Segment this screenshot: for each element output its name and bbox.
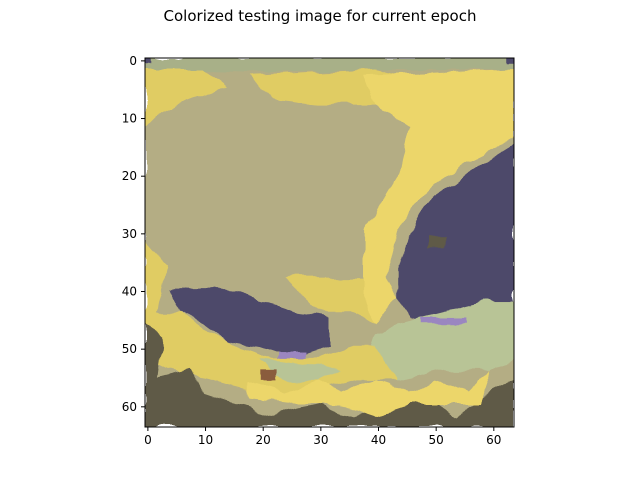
image-accent-lilac-right [421, 317, 468, 324]
image-accent-corner-right [508, 58, 514, 64]
image-region-bottom-left-olive [145, 323, 163, 393]
x-tick-label: 20 [256, 433, 271, 447]
image-region-lower-right-light [364, 300, 514, 381]
image-region-upper-yellow [145, 69, 226, 128]
y-tick-label: 50 [122, 342, 137, 356]
x-axis: 0 10 20 30 40 50 60 [144, 427, 501, 447]
image-region-right-yellow [364, 69, 514, 289]
x-tick-label: 50 [429, 433, 444, 447]
y-tick-label: 40 [122, 285, 137, 299]
image-region-right-dark-shape [398, 144, 514, 324]
y-tick-label: 10 [122, 112, 137, 126]
image-region-bottom-dark-olive [145, 369, 514, 427]
x-tick-label: 30 [313, 433, 328, 447]
x-tick-label: 40 [371, 433, 386, 447]
colorized-image [145, 58, 514, 427]
image-region-bottom-yellow-streaks [248, 369, 491, 416]
image-accent-lilac [277, 352, 307, 358]
image-region-lower-left-dark [168, 288, 330, 358]
axes-frame [144, 57, 515, 428]
x-tick-label: 10 [198, 433, 213, 447]
image-accent-corner [145, 58, 151, 64]
x-tick-label: 0 [144, 433, 152, 447]
image-region-lower-mid-light [260, 357, 342, 381]
image-region-right-yellow-arc [364, 230, 399, 324]
chart-title: Colorized testing image for current epoc… [163, 7, 477, 25]
y-tick-label: 30 [122, 227, 137, 241]
image-accent-brown [260, 369, 278, 381]
y-tick-label: 0 [129, 54, 137, 68]
image-region-left-edge-yellow [145, 242, 169, 324]
image-accent-dark-eye [427, 236, 445, 249]
y-tick-label: 60 [122, 400, 137, 414]
x-tick-label: 60 [486, 433, 501, 447]
y-axis: 0 10 20 30 40 50 60 [122, 54, 145, 414]
y-tick-label: 20 [122, 169, 137, 183]
image-region-top-band [145, 58, 514, 73]
